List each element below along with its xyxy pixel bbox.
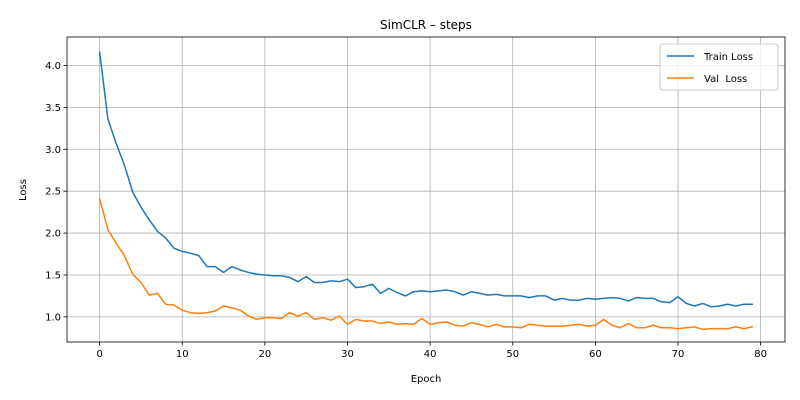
x-tick-label: 20 (259, 349, 272, 360)
y-tick-label: 3.5 (45, 103, 61, 114)
x-tick-label: 60 (589, 349, 602, 360)
x-tick-label: 30 (341, 349, 354, 360)
x-tick-label: 80 (754, 349, 767, 360)
y-axis-ticks: 1.0 1.5 2.0 2.5 3.0 3.5 4.0 (45, 61, 67, 323)
y-tick-label: 3.0 (45, 145, 61, 156)
train-loss-line (98, 51, 754, 308)
x-axis-ticks: 0 10 20 30 40 50 60 70 80 (96, 342, 767, 360)
y-tick-label: 1.5 (45, 270, 61, 281)
y-tick-label: 2.5 (45, 187, 61, 198)
x-tick-label: 10 (176, 349, 189, 360)
chart-title: SimCLR – steps (380, 18, 472, 32)
y-tick-label: 2.0 (45, 229, 61, 240)
y-tick-label: 1.0 (45, 312, 61, 323)
legend: Train Loss Val Loss (659, 43, 779, 91)
series-lines (98, 51, 754, 331)
y-axis-label: Loss (18, 179, 29, 201)
val-loss-line (98, 197, 754, 331)
y-tick-label: 4.0 (45, 61, 61, 72)
legend-label-train: Train Loss (703, 52, 753, 63)
legend-label-val: Val Loss (704, 74, 747, 85)
x-tick-label: 0 (96, 349, 102, 360)
x-axis-label: Epoch (411, 374, 442, 385)
plot-frame (66, 36, 786, 343)
x-tick-label: 70 (672, 349, 685, 360)
x-tick-label: 40 (424, 349, 437, 360)
x-tick-label: 50 (506, 349, 519, 360)
